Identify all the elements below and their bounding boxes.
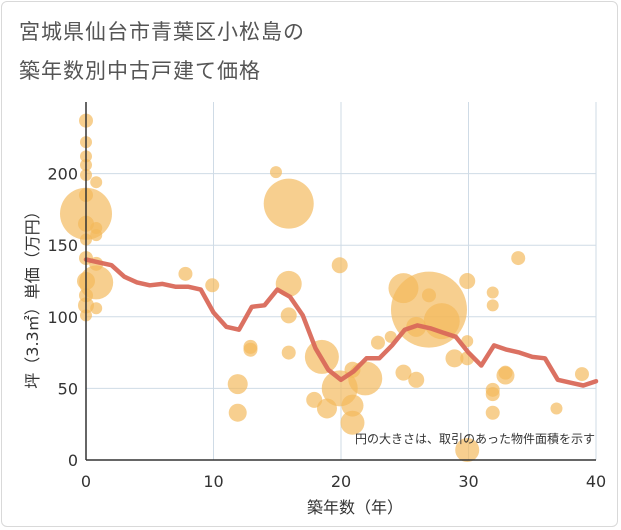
y-tick-label: 50 [58,379,78,398]
x-tick-label: 10 [203,472,223,491]
data-bubble [178,266,193,281]
axes-layer: 0 10 20 30 40 0 50 100 150 200 [47,102,606,491]
data-bubble [486,299,499,312]
data-bubble [370,335,385,350]
data-bubble [90,176,103,189]
data-bubble [228,403,247,422]
y-axis-label: 坪（3.3㎡）単価（万円） [23,203,42,388]
y-tick-label: 150 [47,236,78,255]
data-bubble [445,349,464,368]
x-tick-label: 0 [81,472,91,491]
data-bubble [243,342,258,357]
x-tick-label: 40 [586,472,606,491]
data-bubble [574,367,589,382]
data-bubble [280,307,297,324]
data-bubble [498,365,513,380]
data-bubble [340,410,365,435]
data-bubble [281,345,296,360]
data-bubble [455,437,480,462]
bubble-size-note: 円の大きさは、取引のあった物件面積を示す [355,431,595,446]
data-bubble [90,302,103,315]
data-bubble [227,374,248,395]
data-bubble [90,229,103,242]
data-bubble [421,288,436,303]
x-tick-label: 20 [331,472,351,491]
data-bubble [79,265,114,300]
data-bubble [550,402,563,415]
data-bubble [485,405,500,420]
x-axis-label: 築年数（年） [307,498,403,517]
average-price-line [83,257,599,388]
data-bubble [486,286,499,299]
data-bubble [459,273,476,289]
data-bubble [348,361,383,396]
data-bubble [395,364,412,381]
y-tick-label: 100 [47,308,78,327]
data-bubble [205,278,220,293]
data-bubble [485,387,500,402]
line-layer [83,257,599,388]
data-bubble [408,371,425,388]
x-tick-label: 30 [458,472,478,491]
chart-title-line-1: 宮城県仙台市青葉区小松島の [19,20,305,44]
y-tick-label: 200 [47,165,78,184]
data-bubble [331,257,348,274]
chart-title-line-2: 築年数別中古戸建て価格 [19,59,261,83]
data-bubble [341,394,364,417]
y-tick-label: 0 [68,451,78,470]
data-bubble [263,178,314,229]
data-bubble [269,166,282,179]
data-bubble [511,251,526,266]
bubble-layer [60,113,589,462]
